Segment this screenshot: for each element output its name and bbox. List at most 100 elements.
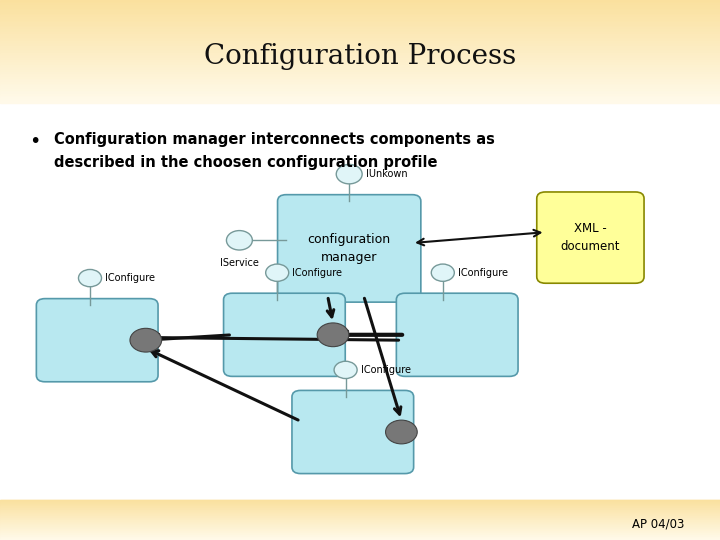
Bar [0, 62, 720, 63]
Text: Configuration manager interconnects components as
described in the choosen confi: Configuration manager interconnects comp… [54, 132, 495, 170]
Bar [0, 39, 720, 41]
Circle shape [130, 328, 162, 352]
Bar [0, 523, 720, 524]
Bar [0, 538, 720, 539]
Text: •: • [29, 132, 40, 151]
Bar [0, 502, 720, 503]
Bar [0, 518, 720, 519]
Bar [0, 515, 720, 516]
FancyBboxPatch shape [537, 192, 644, 283]
Bar [0, 44, 720, 46]
Circle shape [318, 323, 348, 347]
FancyBboxPatch shape [223, 293, 346, 376]
Bar [0, 530, 720, 531]
Circle shape [386, 420, 417, 444]
Bar [0, 46, 720, 48]
Bar [0, 24, 720, 25]
Bar [0, 0, 720, 2]
Text: IConfigure: IConfigure [292, 268, 342, 278]
Bar [0, 10, 720, 12]
Bar [0, 70, 720, 72]
Bar [0, 514, 720, 515]
Circle shape [431, 264, 454, 281]
Text: Configuration Process: Configuration Process [204, 43, 516, 70]
Bar [0, 511, 720, 512]
Bar [0, 529, 720, 530]
Bar [0, 527, 720, 528]
Bar [0, 38, 720, 39]
Circle shape [78, 269, 102, 287]
Bar [0, 56, 720, 58]
FancyBboxPatch shape [37, 299, 158, 382]
Bar [0, 525, 720, 526]
Bar [0, 87, 720, 89]
Bar [0, 25, 720, 28]
Bar [0, 79, 720, 80]
Bar [0, 41, 720, 43]
Bar [0, 60, 720, 62]
Bar [0, 36, 720, 38]
Bar [0, 80, 720, 82]
Bar [0, 14, 720, 15]
Bar [0, 55, 720, 56]
Bar [0, 72, 720, 73]
Bar [0, 503, 720, 504]
Bar [0, 535, 720, 536]
FancyBboxPatch shape [396, 293, 518, 376]
Bar [0, 66, 720, 69]
Bar [0, 19, 720, 21]
Bar [0, 519, 720, 521]
Text: AP 04/03: AP 04/03 [631, 517, 684, 530]
Bar [0, 516, 720, 517]
Bar [0, 534, 720, 535]
Bar [0, 7, 720, 9]
Bar [0, 512, 720, 513]
Bar [0, 99, 720, 101]
Bar [0, 21, 720, 22]
Bar [0, 526, 720, 527]
Bar [0, 50, 720, 51]
Text: IConfigure: IConfigure [458, 268, 508, 278]
FancyBboxPatch shape [277, 195, 420, 302]
Bar [0, 28, 720, 29]
Bar [0, 524, 720, 525]
Text: IConfigure: IConfigure [105, 273, 155, 283]
Bar [0, 531, 720, 532]
Bar [0, 32, 720, 34]
Text: IConfigure: IConfigure [361, 365, 410, 375]
Bar [0, 73, 720, 75]
Bar [0, 58, 720, 60]
Bar [0, 94, 720, 96]
Bar [0, 101, 720, 103]
Text: IService: IService [220, 258, 258, 268]
Bar [0, 505, 720, 507]
Bar [0, 9, 720, 10]
Bar [0, 508, 720, 509]
Bar [0, 12, 720, 14]
Bar [0, 53, 720, 55]
Bar [0, 85, 720, 87]
Bar [0, 522, 720, 523]
Bar [0, 29, 720, 31]
Bar [0, 537, 720, 538]
Bar [0, 507, 720, 508]
Bar [0, 77, 720, 79]
Bar [0, 521, 720, 522]
Bar [0, 510, 720, 511]
Bar [0, 517, 720, 518]
Bar [0, 501, 720, 502]
Bar [0, 91, 720, 92]
Bar [0, 513, 720, 514]
Bar [0, 34, 720, 36]
Bar [0, 528, 720, 529]
Circle shape [336, 164, 362, 184]
Circle shape [226, 231, 252, 250]
Bar [0, 65, 720, 66]
Bar [0, 89, 720, 91]
Bar [0, 92, 720, 94]
Bar [0, 84, 720, 85]
Bar [0, 509, 720, 510]
Bar [0, 500, 720, 501]
Text: configuration
manager: configuration manager [307, 233, 391, 264]
Circle shape [334, 361, 357, 379]
